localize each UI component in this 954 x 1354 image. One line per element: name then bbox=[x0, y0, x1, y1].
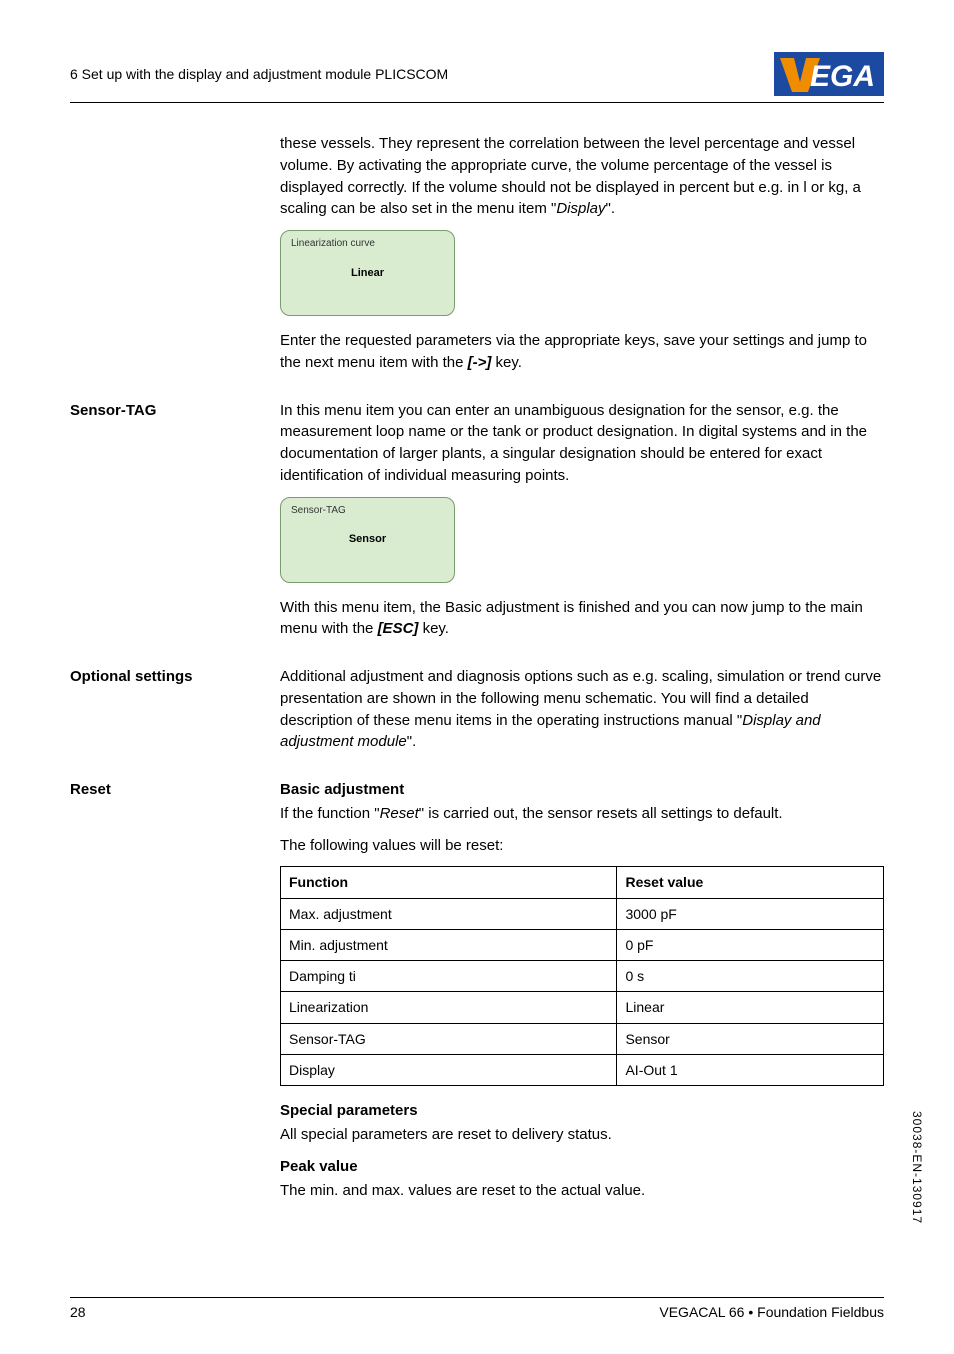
table-row: Damping ti0 s bbox=[281, 961, 884, 992]
footer-doc-title: VEGACAL 66 • Foundation Fieldbus bbox=[659, 1304, 884, 1320]
page-number: 28 bbox=[70, 1304, 86, 1320]
lcd-sensor-tag-title: Sensor-TAG bbox=[291, 504, 444, 519]
enter-params-paragraph: Enter the requested parameters via the a… bbox=[280, 330, 884, 374]
basic-adjustment-heading: Basic adjustment bbox=[280, 779, 884, 801]
table-row: DisplayAI-Out 1 bbox=[281, 1055, 884, 1086]
table-row: Sensor-TAGSensor bbox=[281, 1023, 884, 1054]
page-header: 6 Set up with the display and adjustment… bbox=[70, 52, 884, 103]
svg-text:EGA: EGA bbox=[810, 60, 875, 93]
lcd-linearization-value: Linear bbox=[291, 266, 444, 282]
lcd-linearization: Linearization curve Linear bbox=[280, 230, 455, 316]
special-parameters-paragraph: All special parameters are reset to deli… bbox=[280, 1124, 884, 1146]
optional-settings-paragraph: Additional adjustment and diagnosis opti… bbox=[280, 666, 884, 753]
reset-values-intro: The following values will be reset: bbox=[280, 835, 884, 857]
peak-value-paragraph: The min. and max. values are reset to th… bbox=[280, 1180, 884, 1202]
intro-paragraph: these vessels. They represent the correl… bbox=[280, 133, 884, 220]
lcd-sensor-tag: Sensor-TAG Sensor bbox=[280, 497, 455, 583]
col-function: Function bbox=[281, 867, 617, 898]
vega-logo: EGA bbox=[774, 52, 884, 96]
peak-value-heading: Peak value bbox=[280, 1156, 884, 1178]
special-parameters-heading: Special parameters bbox=[280, 1100, 884, 1122]
table-row: LinearizationLinear bbox=[281, 992, 884, 1023]
col-reset-value: Reset value bbox=[617, 867, 884, 898]
sensor-tag-after: With this menu item, the Basic adjustmen… bbox=[280, 597, 884, 641]
optional-settings-label: Optional settings bbox=[70, 666, 280, 763]
table-header-row: Function Reset value bbox=[281, 867, 884, 898]
sensor-tag-paragraph: In this menu item you can enter an unamb… bbox=[280, 400, 884, 487]
reset-paragraph: If the function "Reset" is carried out, … bbox=[280, 803, 884, 825]
table-row: Min. adjustment0 pF bbox=[281, 929, 884, 960]
sensor-tag-label: Sensor-TAG bbox=[70, 400, 280, 651]
section-title: 6 Set up with the display and adjustment… bbox=[70, 66, 448, 82]
doc-side-code: 30038-EN-130917 bbox=[910, 1111, 924, 1224]
lcd-linearization-title: Linearization curve bbox=[291, 237, 444, 252]
reset-table: Function Reset value Max. adjustment3000… bbox=[280, 866, 884, 1086]
page-footer: 28 VEGACAL 66 • Foundation Fieldbus bbox=[70, 1297, 884, 1320]
table-row: Max. adjustment3000 pF bbox=[281, 898, 884, 929]
lcd-sensor-tag-value: Sensor bbox=[291, 532, 444, 548]
reset-label: Reset bbox=[70, 779, 280, 1211]
